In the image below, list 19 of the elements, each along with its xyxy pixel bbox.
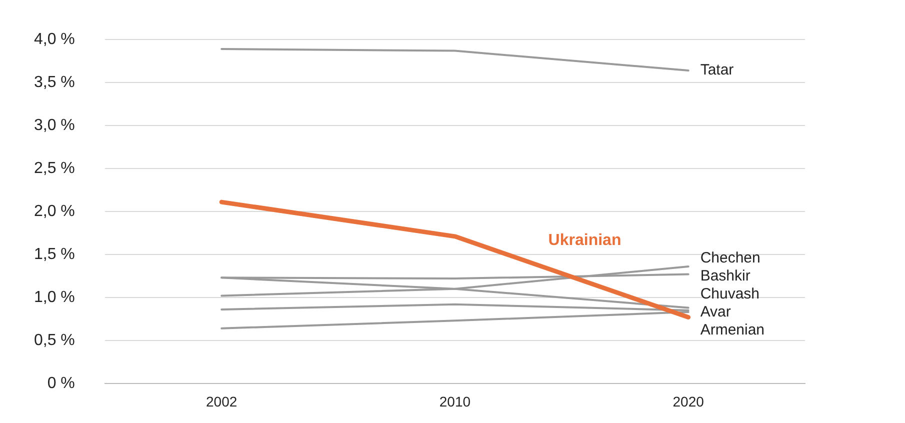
series-label: Tatar [700, 62, 734, 79]
x-tick-label: 2010 [439, 394, 471, 410]
y-tick-label: 4,0 % [34, 31, 75, 48]
series-label: Ukrainian [548, 232, 622, 250]
series-label: Avar [700, 303, 731, 320]
series-label: Bashkir [700, 267, 750, 284]
series-label: Chuvash [700, 285, 760, 302]
y-tick-label: 2,0 % [34, 202, 75, 220]
y-tick-label: 3,0 % [34, 116, 75, 134]
series-label: Armenian [700, 321, 765, 338]
y-tick-label: 2,5 % [34, 160, 75, 177]
x-tick-label: 2002 [206, 394, 238, 410]
y-tick-label: 3,5 % [34, 74, 75, 91]
y-tick-label: 0,5 % [34, 332, 75, 349]
y-tick-label: 1,0 % [34, 288, 75, 306]
y-tick-label: 0 % [47, 374, 75, 392]
y-tick-label: 1,5 % [34, 246, 75, 263]
x-tick-label: 2020 [672, 394, 704, 410]
series-label: Chechen [700, 249, 760, 266]
